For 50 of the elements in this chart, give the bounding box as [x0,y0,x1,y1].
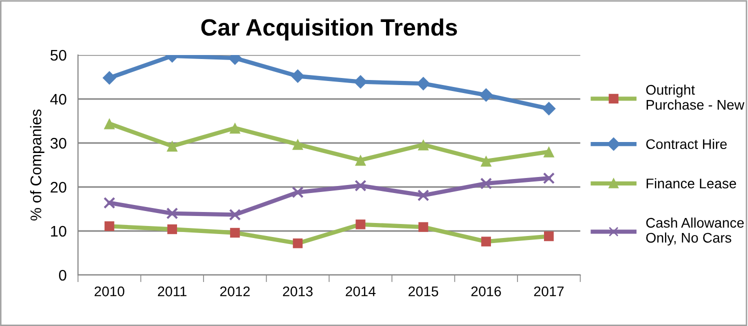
x-tick-label: 2013 [282,286,313,296]
point [356,220,366,230]
point [229,122,241,134]
x-tick-label: 2010 [94,286,124,296]
point [292,186,304,198]
point [102,71,116,85]
legend-label: Outright Purchase - New [646,84,744,110]
point [166,207,178,220]
legend-label: Finance Lease [646,178,736,188]
y-tick-label: 50 [50,50,66,61]
y-tick-label: 0 [58,270,66,281]
point [418,222,428,232]
legend-label: Cash Allowance Only, No Cars [646,218,744,246]
point [292,138,304,150]
point [544,231,554,242]
point [166,140,178,152]
point [354,154,366,166]
point [479,88,493,102]
point [480,155,492,167]
x-tick-label: 2016 [471,286,501,296]
point [354,74,368,89]
point [104,221,114,232]
x-tick-label: 2017 [534,286,564,296]
point [103,196,116,209]
point [418,139,429,150]
y-axis-title: % of Companies [30,110,44,220]
point [480,178,492,190]
point [542,102,556,116]
point [543,146,554,158]
chart-title: Car Acquisition Trends [201,18,457,40]
x-tick-label: 2012 [220,286,250,296]
point [230,228,240,238]
y-tick-label: 20 [50,182,66,193]
y-tick-label: 40 [50,94,66,105]
point [104,118,115,130]
y-tick-label: 10 [51,226,66,237]
point [542,172,555,184]
x-tick-label: 2014 [346,286,376,296]
point [354,180,366,192]
y-tick-label: 30 [50,138,66,149]
legend-label: Contract Hire [646,138,727,150]
x-tick-label: 2015 [408,286,438,296]
x-tick-label: 2011 [158,286,186,296]
point [229,208,241,221]
point [417,189,430,202]
point [481,236,491,246]
point [416,76,430,90]
point [167,224,178,234]
point [290,69,305,83]
point [292,238,303,248]
